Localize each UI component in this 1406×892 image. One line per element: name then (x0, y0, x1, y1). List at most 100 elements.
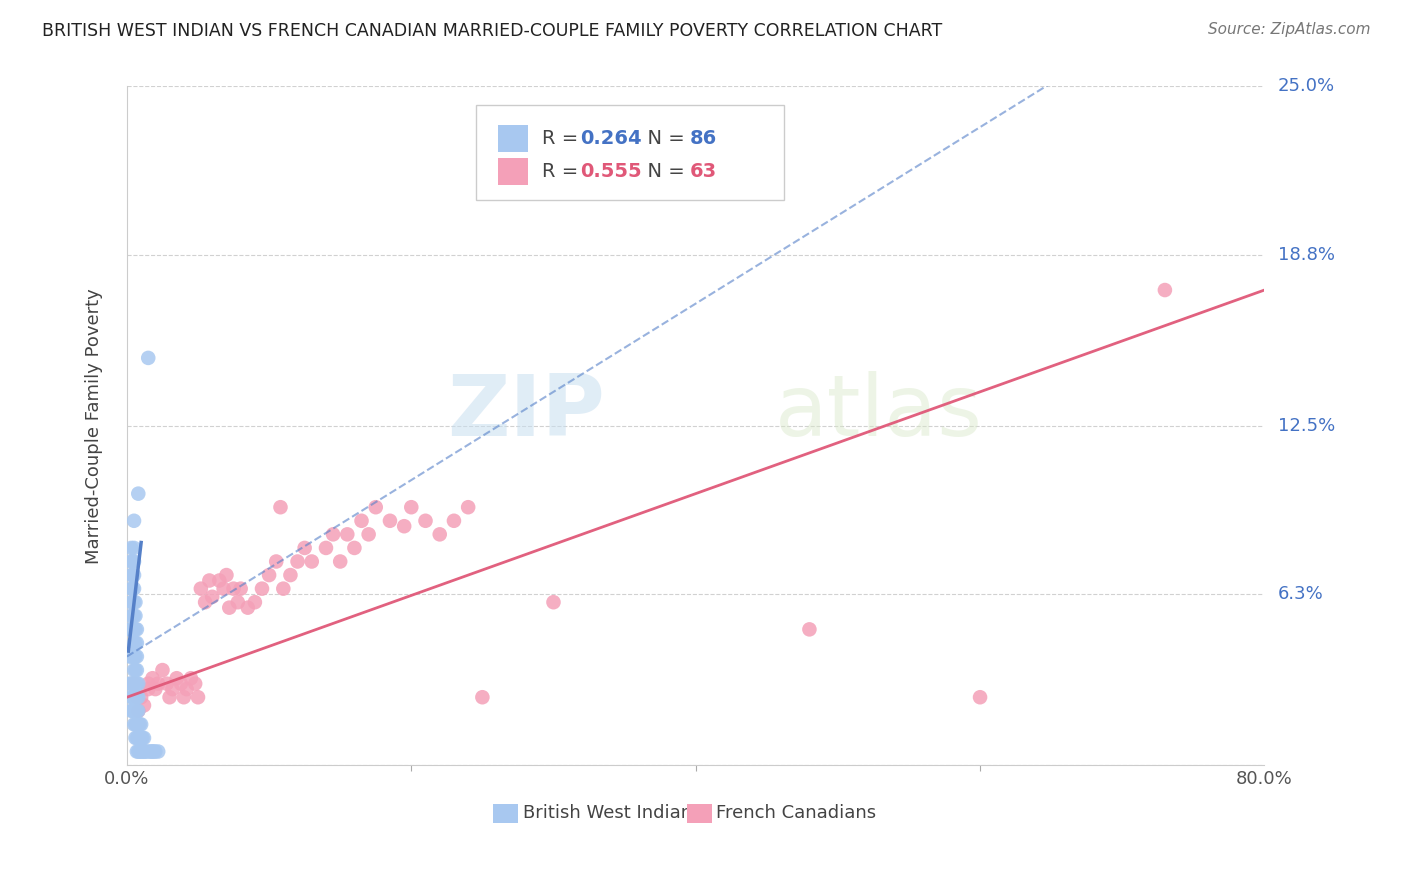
Point (121, 582, 143, 596)
Point (141, 745, 163, 759)
Point (401, 500, 423, 515)
Point (122, 582, 145, 596)
Point (124, 636, 146, 650)
Point (120, 608, 142, 623)
Point (122, 676, 145, 690)
Point (121, 608, 143, 623)
Point (184, 676, 207, 690)
Point (120, 676, 142, 690)
Point (127, 690, 149, 705)
Point (125, 663, 148, 677)
FancyBboxPatch shape (686, 805, 711, 822)
Point (236, 600, 259, 615)
Text: ZIP: ZIP (447, 371, 605, 454)
Point (124, 704, 146, 718)
Point (218, 600, 240, 615)
Point (127, 704, 149, 718)
Text: 12.5%: 12.5% (1278, 417, 1336, 434)
Point (125, 704, 148, 718)
Point (121, 595, 143, 609)
Point (121, 676, 143, 690)
Point (128, 717, 150, 731)
FancyBboxPatch shape (477, 104, 785, 201)
Point (135, 745, 157, 759)
Point (208, 574, 231, 588)
Point (415, 514, 437, 528)
Point (122, 704, 145, 718)
Point (136, 351, 159, 365)
Point (132, 731, 155, 745)
Point (127, 731, 149, 745)
Point (543, 595, 565, 609)
Point (799, 623, 821, 637)
Point (350, 514, 373, 528)
Point (226, 595, 249, 609)
Point (132, 745, 155, 759)
Point (280, 568, 302, 582)
Point (170, 676, 193, 690)
Point (129, 731, 152, 745)
Point (121, 568, 143, 582)
Point (148, 745, 170, 759)
Point (127, 717, 149, 731)
Point (229, 582, 252, 596)
Point (264, 554, 287, 568)
Text: 86: 86 (690, 129, 717, 148)
Point (125, 717, 148, 731)
Text: French Canadians: French Canadians (716, 805, 876, 822)
Point (148, 676, 170, 690)
Point (212, 582, 235, 596)
Point (134, 745, 156, 759)
Point (128, 731, 150, 745)
Point (343, 541, 366, 555)
Point (124, 663, 146, 677)
Point (125, 676, 148, 690)
Point (120, 704, 142, 718)
Point (222, 582, 245, 596)
Point (120, 649, 142, 664)
Point (392, 519, 415, 533)
Point (124, 595, 146, 609)
Point (125, 731, 148, 745)
Point (173, 690, 195, 705)
Point (122, 676, 145, 690)
Point (269, 500, 291, 515)
Text: 0.555: 0.555 (579, 161, 641, 181)
Point (127, 676, 149, 690)
Point (136, 676, 159, 690)
Point (443, 514, 465, 528)
Y-axis label: Married-Couple Family Poverty: Married-Couple Family Poverty (86, 288, 103, 564)
Point (156, 676, 179, 690)
Point (215, 568, 238, 582)
Text: 25.0%: 25.0% (1278, 78, 1336, 95)
Point (141, 671, 163, 685)
Point (322, 527, 344, 541)
Point (250, 582, 273, 596)
Point (301, 554, 323, 568)
Text: N =: N = (636, 161, 692, 181)
FancyBboxPatch shape (498, 125, 529, 153)
Point (122, 608, 145, 623)
Point (132, 698, 155, 713)
Point (329, 554, 352, 568)
Point (187, 690, 209, 705)
Point (357, 527, 380, 541)
Point (121, 623, 143, 637)
Point (336, 527, 359, 541)
Point (159, 690, 181, 705)
Point (143, 682, 166, 697)
Point (120, 568, 142, 582)
Point (124, 649, 146, 664)
Point (142, 745, 165, 759)
Point (969, 690, 991, 705)
Point (122, 595, 145, 609)
Point (127, 745, 149, 759)
Point (121, 554, 143, 568)
Point (124, 690, 146, 705)
Point (122, 690, 145, 705)
Point (124, 608, 146, 623)
Text: atlas: atlas (775, 371, 983, 454)
Point (122, 663, 145, 677)
Point (364, 500, 387, 515)
Point (120, 690, 142, 705)
